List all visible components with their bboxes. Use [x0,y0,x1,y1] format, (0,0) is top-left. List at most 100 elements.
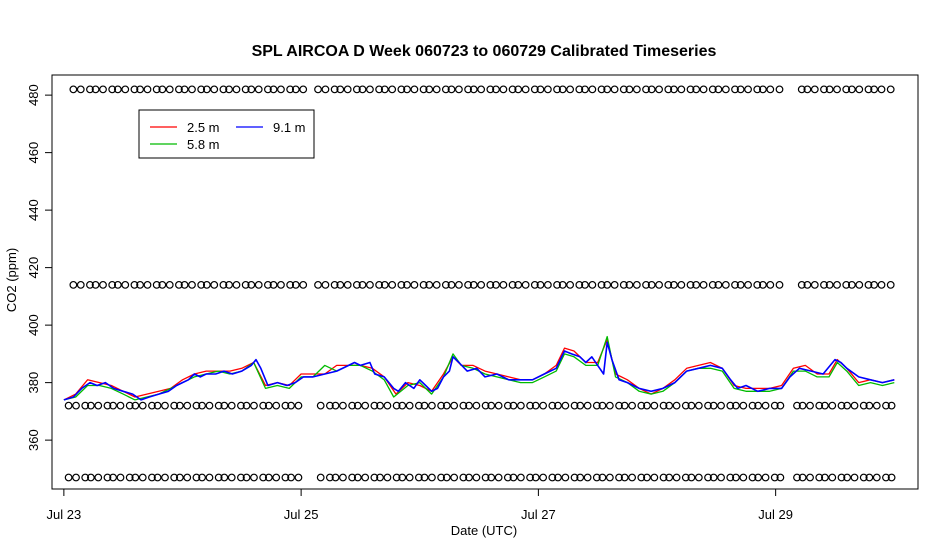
calibration-marker [183,401,192,410]
calibration-marker [665,401,674,410]
calibration-marker [352,280,361,289]
calibration-marker [531,473,540,482]
calibration-marker [254,280,263,289]
calibration-marker [628,473,637,482]
calibration-marker [232,280,241,289]
calibration-marker [509,401,518,410]
calibration-marker [731,85,739,94]
calibration-marker [358,280,367,289]
calibration-marker [220,401,229,410]
calibration-marker [447,85,456,94]
calibration-marker [798,401,807,410]
calibration-marker [339,473,347,482]
calibration-marker [158,280,167,289]
calibration-marker [472,473,481,482]
calibration-marker [625,280,634,289]
calibration-marker [259,401,268,410]
calibration-marker [441,280,450,289]
calibration-marker [76,280,85,289]
calibration-marker [398,473,407,482]
calibration-marker [247,85,256,94]
calibration-marker [76,85,85,94]
calibration-marker [321,85,330,94]
calibration-marker [459,401,468,410]
calibration-marker [130,85,139,94]
calibration-marker [803,280,812,289]
calibration-marker [530,85,539,94]
x-tick-label: Jul 27 [521,507,556,522]
calibration-marker [566,85,575,94]
calibration-marker [592,401,601,410]
calibration-marker [272,473,281,482]
calibration-marker [619,280,628,289]
calibration-marker [753,280,762,289]
calibration-marker [766,85,775,94]
calibration-marker [153,401,162,410]
calibration-marker [131,473,140,482]
calibration-marker [175,85,183,94]
calibration-marker [642,280,650,289]
calibration-marker [721,280,730,289]
calibration-marker [180,280,189,289]
calibration-marker [148,401,156,410]
calibration-marker [64,401,73,410]
calibration-marker [428,401,436,410]
calibration-marker [798,473,807,482]
calibration-marker [810,280,819,289]
calibration-marker [509,473,518,482]
calibration-marker [843,473,852,482]
calibration-marker [576,473,585,482]
calibration-marker [158,85,167,94]
calibration-marker [820,85,828,94]
calibration-marker [588,280,597,289]
calibration-marker [69,85,78,94]
calibration-marker [455,85,463,94]
calibration-marker [833,280,841,289]
calibration-marker [825,85,834,94]
calibration-marker [403,85,411,94]
calibration-marker [125,473,134,482]
calibration-marker [425,280,434,289]
calibration-marker [872,401,881,410]
calibration-marker [625,85,634,94]
calibration-marker [548,401,557,410]
calibration-marker [659,473,668,482]
y-tick-label: 480 [26,84,41,106]
calibration-marker [855,280,864,289]
calibration-marker [508,280,517,289]
calibration-marker [503,473,512,482]
calibration-marker [370,473,379,482]
calibration-marker [708,280,717,289]
calibration-marker [241,85,250,94]
calibration-marker [72,401,80,410]
calibration-marker [205,401,214,410]
calibration-marker [437,473,446,482]
marker-rows [64,85,896,482]
calibration-marker [205,473,214,482]
calibration-marker [419,280,428,289]
calibration-marker [570,401,579,410]
calibration-marker [464,280,472,289]
calibration-marker [659,401,668,410]
calibration-marker [197,85,206,94]
calibration-marker [494,401,503,410]
chart-title: SPL AIRCOA D Week 060723 to 060729 Calib… [252,43,717,60]
calibration-marker [227,473,236,482]
calibration-marker [820,280,828,289]
calibration-marker [202,280,211,289]
calibration-marker [583,401,592,410]
calibration-marker [281,473,290,482]
calibration-marker [842,85,851,94]
calibration-marker [543,280,552,289]
calibration-marker [264,401,273,410]
calibration-marker [726,401,735,410]
calibration-marker [361,473,370,482]
calibration-marker [692,280,701,289]
calibration-marker [694,473,703,482]
calibration-marker [699,280,708,289]
calibration-marker [850,401,859,410]
calibration-marker [294,473,303,482]
calibration-marker [726,473,735,482]
calibration-marker [619,85,628,94]
calibration-marker [806,473,814,482]
